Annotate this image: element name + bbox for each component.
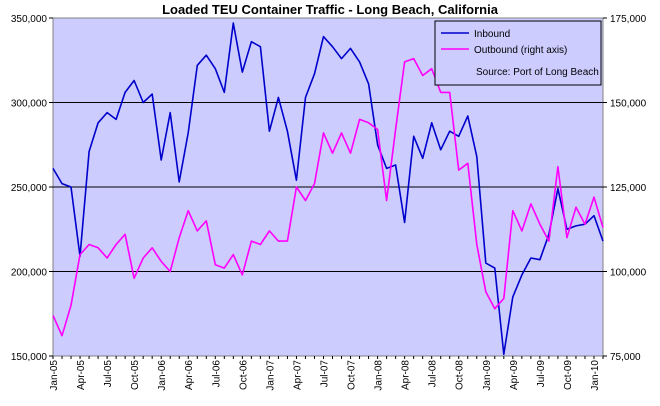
left-y-axis: 150,000 200,000 250,000 300,000 350,000 [11, 14, 53, 363]
right-tick-label: 150,000 [610, 99, 647, 110]
x-tick-label: Jan-09 [482, 360, 493, 391]
x-tick-label: Jul-05 [103, 360, 114, 388]
x-tick-label: Jan-08 [374, 360, 385, 391]
series-line-inbound [52, 22, 604, 356]
right-tick-label: 75,000 [610, 352, 641, 363]
right-y-axis: 75,000 100,000 125,000 150,000 175,000 [603, 14, 647, 363]
legend-box [434, 20, 602, 86]
right-tick-label: 125,000 [610, 183, 647, 194]
x-tick-label: Jan-06 [157, 360, 168, 391]
x-tick-label: Apr-07 [292, 360, 303, 390]
x-tick-label: Oct-07 [347, 360, 358, 390]
legend-label-inbound: Inbound [474, 29, 510, 40]
chart-title: Loaded TEU Container Traffic - Long Beac… [162, 2, 499, 17]
x-tick-label: Jul-07 [319, 360, 330, 388]
series-lines [52, 22, 604, 356]
right-tick-label: 100,000 [610, 268, 647, 279]
x-tick-label: Jul-08 [428, 360, 439, 388]
x-tick-label: Jan-05 [49, 360, 60, 391]
x-tick-label: Jan-07 [265, 360, 276, 391]
left-tick-label: 350,000 [11, 14, 48, 25]
left-tick-label: 250,000 [11, 183, 48, 194]
x-tick-label: Oct-05 [130, 360, 141, 390]
x-axis: Jan-05 Apr-05 Jul-05 Oct-05 Jan-06 Apr-06 Jul-… [49, 356, 604, 391]
x-tick-label: Jan-10 [590, 360, 601, 391]
x-tick-label: Apr-09 [509, 360, 520, 390]
x-tick-label: Jul-06 [211, 360, 222, 388]
x-tick-label: Jul-09 [536, 360, 547, 388]
x-tick-label: Apr-05 [76, 360, 87, 390]
left-tick-label: 300,000 [11, 99, 48, 110]
series-line-outbound [52, 57, 604, 337]
legend: Inbound Outbound (right axis) Source: Po… [434, 20, 602, 86]
right-tick-label: 175,000 [610, 14, 647, 25]
left-tick-label: 200,000 [11, 268, 48, 279]
gridlines [53, 102, 603, 272]
left-tick-label: 150,000 [11, 352, 48, 363]
x-tick-label: Oct-09 [563, 360, 574, 390]
x-tick-label: Apr-08 [401, 360, 412, 390]
x-tick-label: Oct-08 [455, 360, 466, 390]
x-tick-label: Apr-06 [184, 360, 195, 390]
source-note: Source: Port of Long Beach [476, 67, 599, 78]
x-tick-label: Oct-06 [238, 360, 249, 390]
legend-label-outbound: Outbound (right axis) [474, 45, 567, 56]
